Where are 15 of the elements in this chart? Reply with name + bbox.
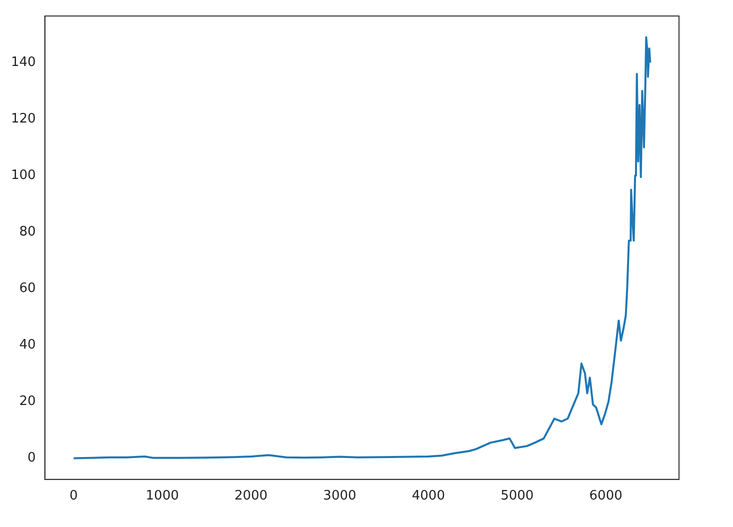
y-tick-label: 60 <box>19 281 36 296</box>
x-tick-label: 1000 <box>146 488 179 504</box>
x-tick-label: 2000 <box>234 488 268 504</box>
y-tick-label: 120 <box>10 112 36 127</box>
y-tick-label: 40 <box>19 338 36 353</box>
y-tick-label: 20 <box>19 394 36 410</box>
x-tick-label: 3000 <box>323 488 356 504</box>
x-tick-label: 0 <box>70 488 78 504</box>
x-tick-label: 4000 <box>412 488 445 504</box>
y-tick-label: 80 <box>19 224 36 240</box>
y-tick-label: 140 <box>10 55 36 70</box>
y-tick-label: 0 <box>28 450 36 466</box>
x-tick-label: 6000 <box>589 488 622 504</box>
x-tick-label: 5000 <box>500 488 534 504</box>
y-tick-label: 100 <box>10 168 36 184</box>
